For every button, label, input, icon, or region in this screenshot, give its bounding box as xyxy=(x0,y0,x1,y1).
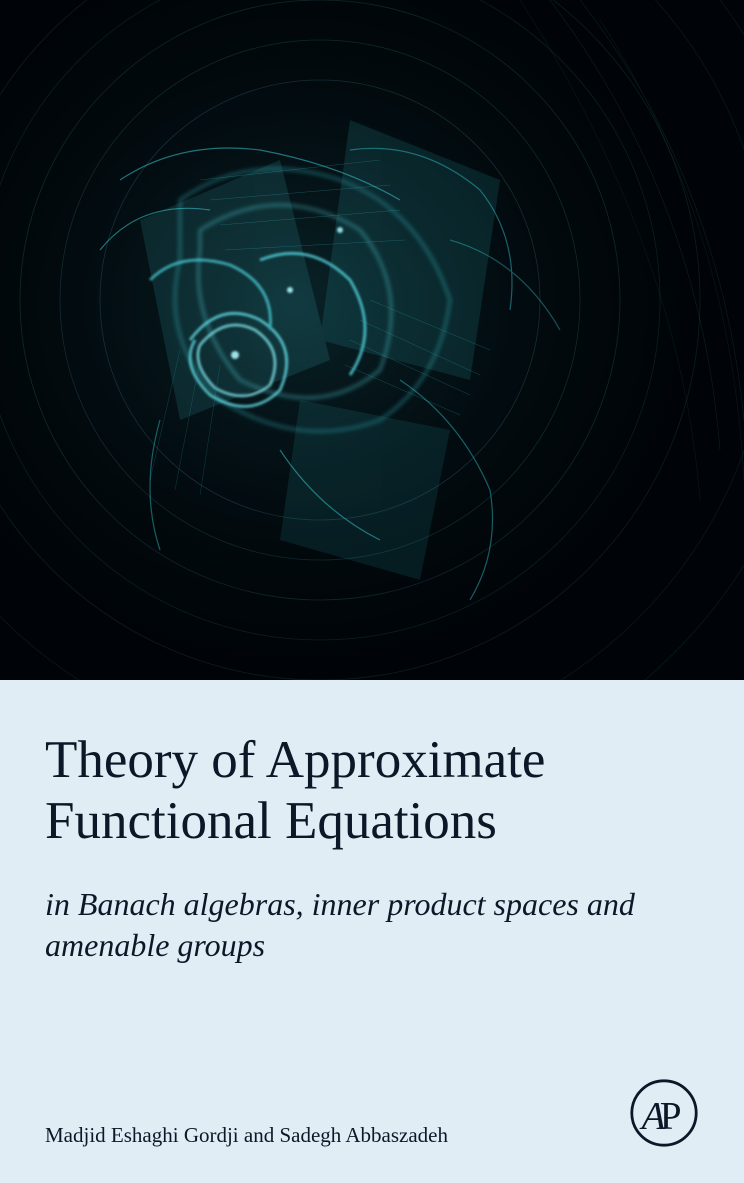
book-cover: Theory of Approximate Functional Equatio… xyxy=(0,0,744,1183)
svg-text:P: P xyxy=(660,1094,682,1137)
cover-footer: Madjid Eshaghi Gordji and Sadegh Abbasza… xyxy=(45,1078,699,1148)
cover-graphic xyxy=(0,0,744,680)
fractal-illustration xyxy=(0,0,744,680)
book-subtitle: in Banach algebras, inner product spaces… xyxy=(45,884,699,967)
authors-text: Madjid Eshaghi Gordji and Sadegh Abbasza… xyxy=(45,1123,448,1148)
cover-text-panel: Theory of Approximate Functional Equatio… xyxy=(0,680,744,1183)
book-title: Theory of Approximate Functional Equatio… xyxy=(45,730,699,852)
publisher-logo-icon: A P xyxy=(629,1078,699,1148)
